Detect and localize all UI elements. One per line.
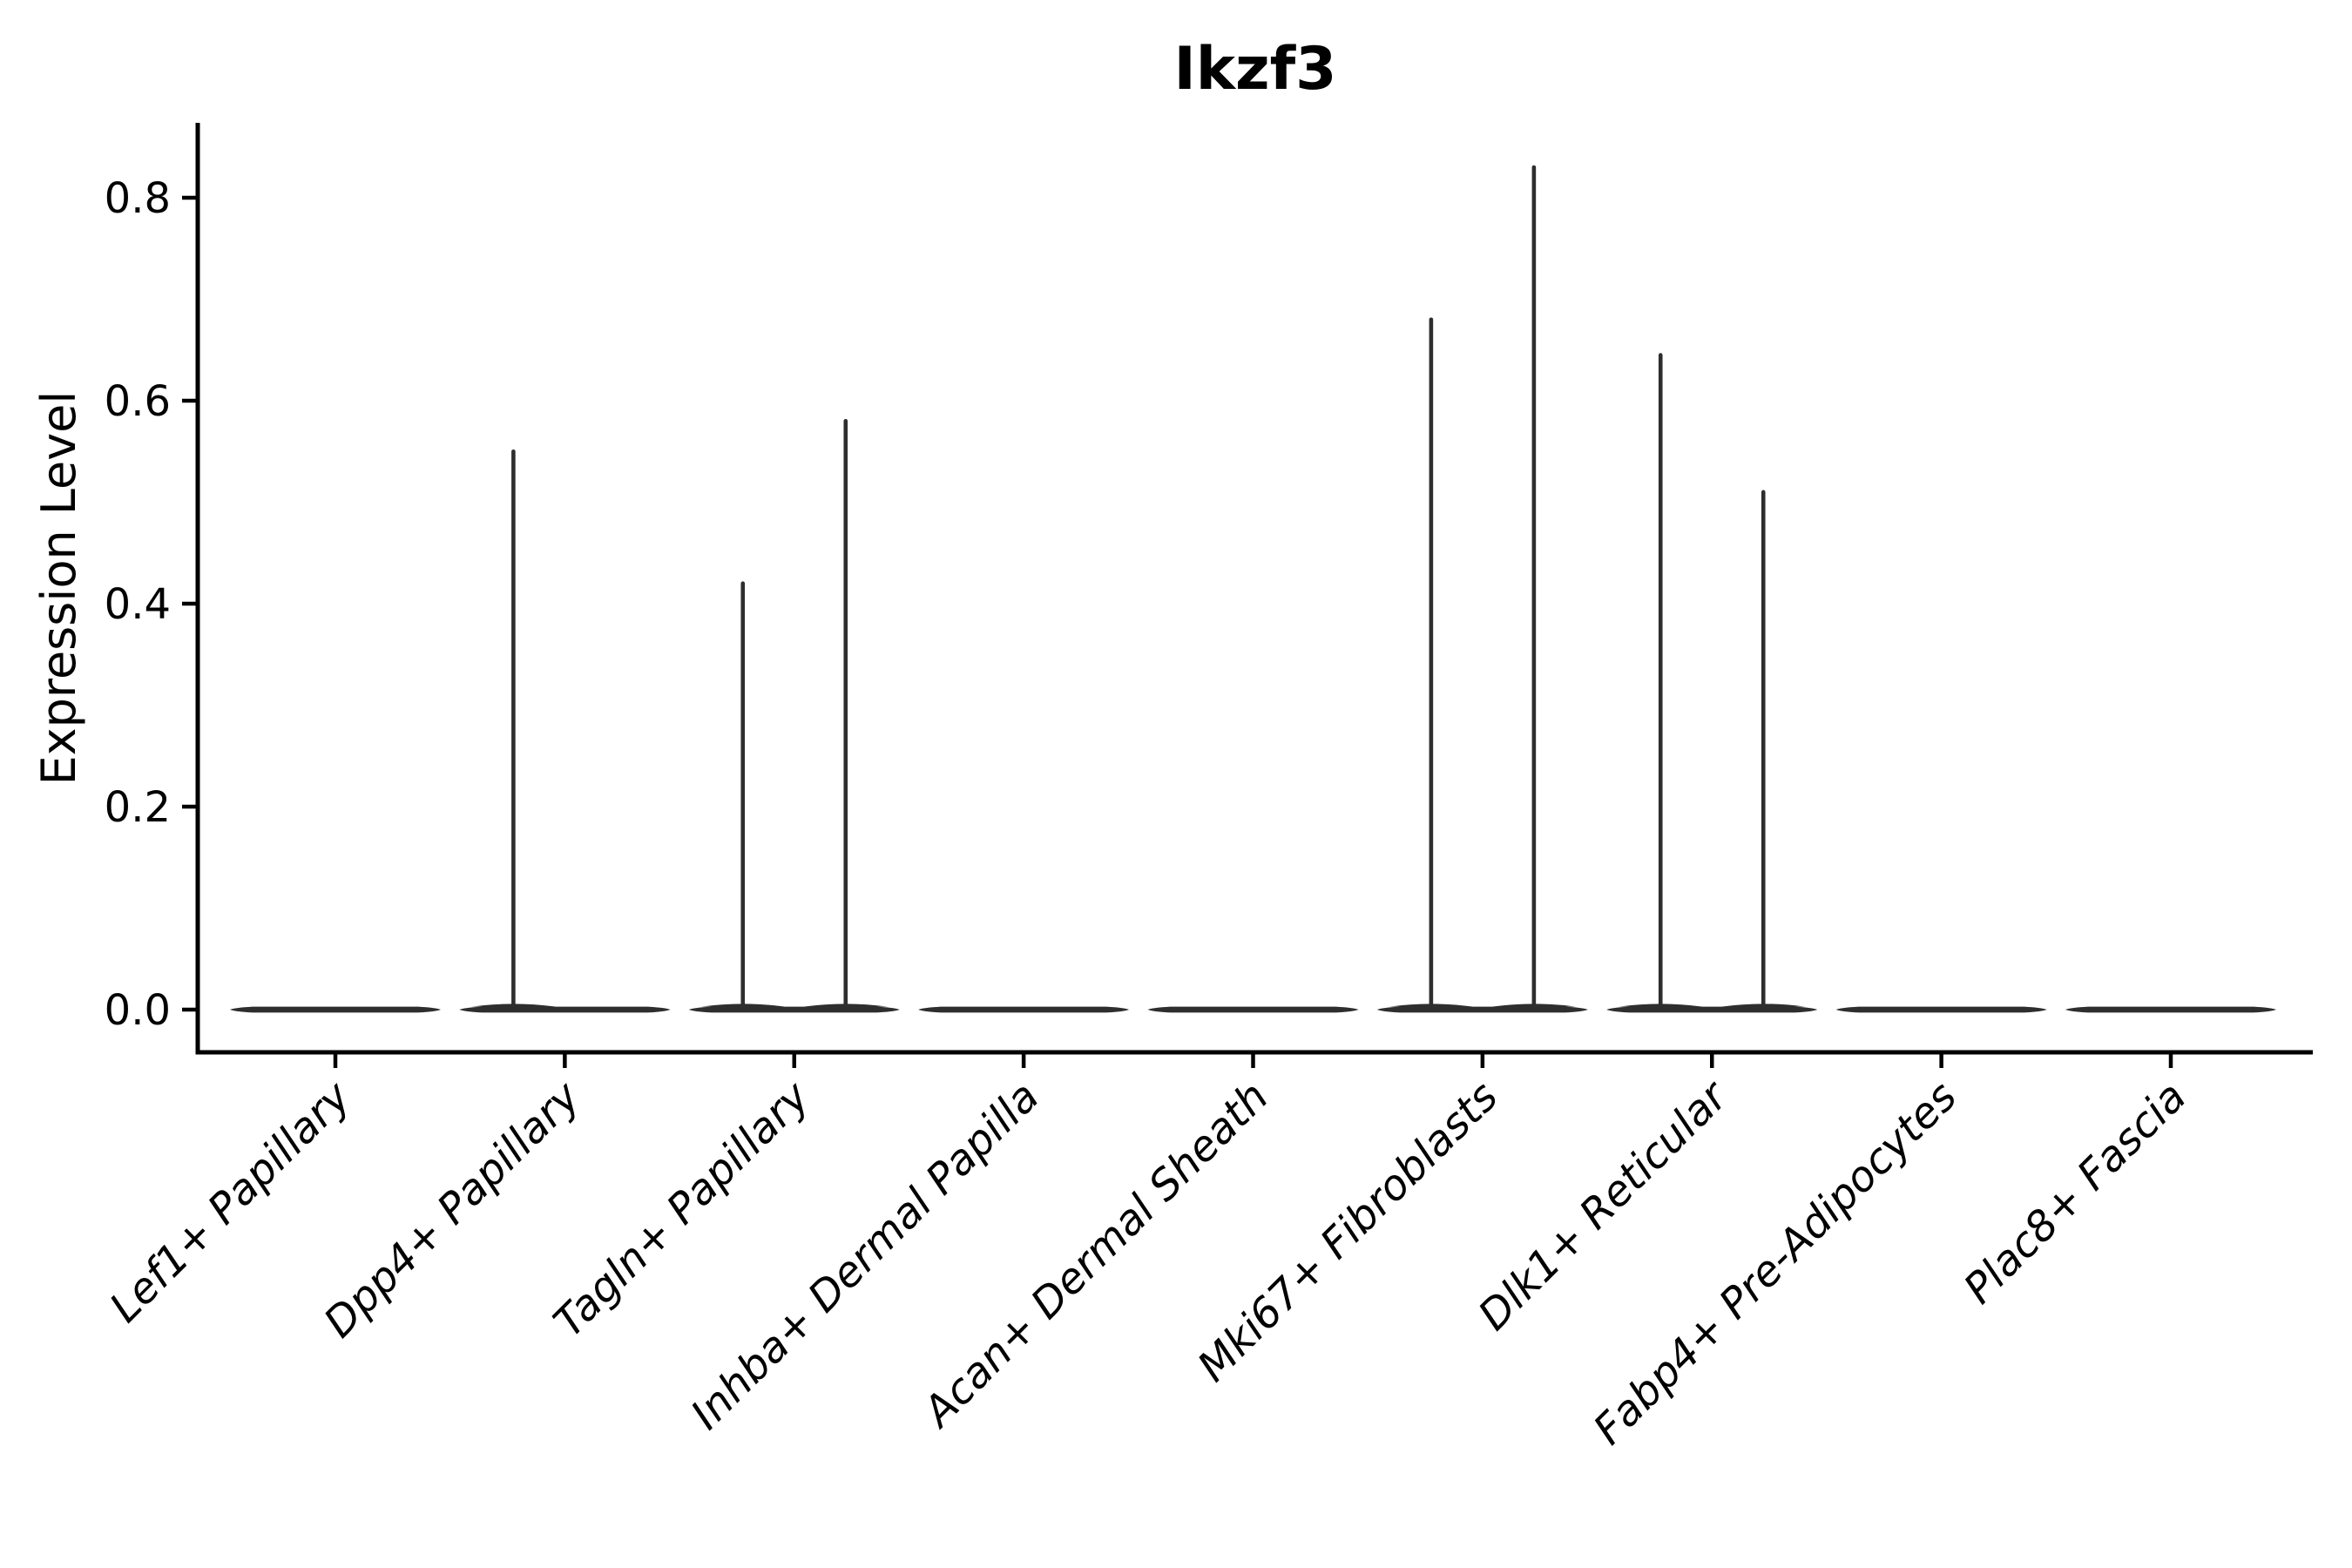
violin-body-4 <box>1147 1006 1359 1013</box>
y-tick-label: 0.2 <box>105 783 171 832</box>
violin-body-7 <box>1835 1006 2047 1013</box>
y-tick-label: 0.4 <box>105 580 171 629</box>
y-tick-label: 0.0 <box>105 986 171 1035</box>
violin-body-0 <box>230 1006 441 1013</box>
violin-body-8 <box>2065 1006 2276 1013</box>
violins-layer <box>230 165 2276 1013</box>
y-tick-label: 0.6 <box>105 377 171 426</box>
chart-title: Ikzf3 <box>1174 35 1337 104</box>
violin-body-3 <box>918 1006 1130 1013</box>
y-axis-label: Expression Level <box>31 391 86 786</box>
y-tick-label: 0.8 <box>105 174 171 223</box>
